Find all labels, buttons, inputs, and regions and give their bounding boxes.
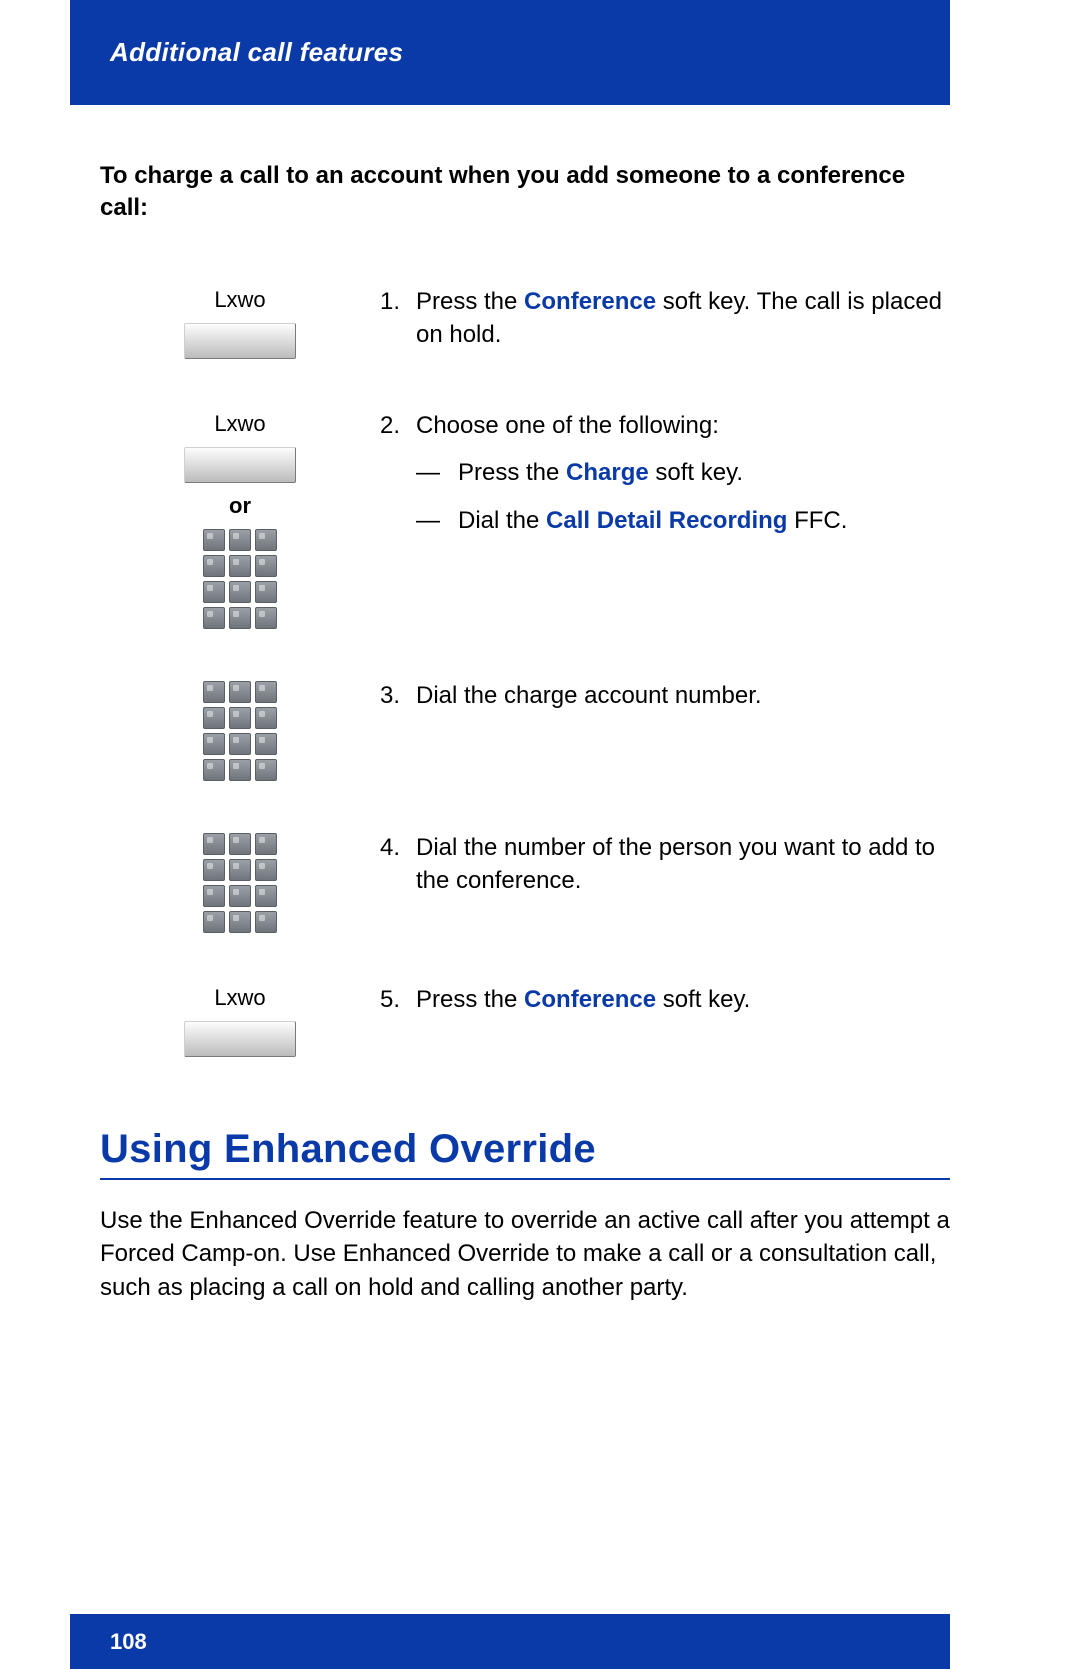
- step-subitem: — Press the Charge soft key.: [416, 456, 950, 490]
- softkey-icon: [184, 323, 296, 359]
- keypad-icon: [203, 681, 277, 781]
- step-number: 5.: [380, 983, 416, 1017]
- page-header-title: Additional call features: [110, 37, 403, 68]
- dash: —: [416, 456, 458, 490]
- step-text: 4. Dial the number of the person you wan…: [380, 831, 950, 898]
- step-icon: Lxwo: [100, 285, 380, 359]
- step-post: soft key.: [656, 986, 750, 1013]
- step-icon: [100, 679, 380, 781]
- sub-keyword: Call Detail Recording: [546, 507, 787, 534]
- step-icon: Lxwo: [100, 983, 380, 1057]
- section-body: Use the Enhanced Override feature to ove…: [100, 1204, 950, 1305]
- step-pre: Choose one of the following:: [416, 409, 950, 443]
- page-header: Additional call features: [70, 0, 950, 105]
- sub-pre: Dial the: [458, 507, 546, 534]
- softkey-label: Lxwo: [214, 411, 265, 437]
- step-text: 1. Press the Conference soft key. The ca…: [380, 285, 950, 352]
- step-row: Lxwo 1. Press the Conference soft key. T…: [100, 285, 950, 359]
- step-text: 3. Dial the charge account number.: [380, 679, 950, 713]
- step-sublist: — Press the Charge soft key. — Dial the …: [416, 456, 950, 537]
- step-pre: Press the: [416, 986, 524, 1013]
- step-pre: Press the: [416, 288, 524, 315]
- page-number: 108: [110, 1629, 147, 1655]
- step-pre: Dial the number of the person you want t…: [416, 831, 950, 898]
- step-number: 1.: [380, 285, 416, 352]
- page-footer: 108: [70, 1614, 950, 1669]
- step-row: Lxwo or 2. Choose one of the following:: [100, 409, 950, 629]
- step-icon: [100, 831, 380, 933]
- step-text: 5. Press the Conference soft key.: [380, 983, 950, 1017]
- sub-keyword: Charge: [566, 459, 649, 486]
- step-number: 3.: [380, 679, 416, 713]
- step-keyword: Conference: [524, 288, 656, 315]
- softkey-icon: [184, 1021, 296, 1057]
- softkey-label: Lxwo: [214, 287, 265, 313]
- keypad-icon: [203, 833, 277, 933]
- softkey-icon: [184, 447, 296, 483]
- keypad-icon: [203, 529, 277, 629]
- step-number: 2.: [380, 409, 416, 443]
- step-number: 4.: [380, 831, 416, 898]
- step-row: 4. Dial the number of the person you wan…: [100, 831, 950, 933]
- step-row: 3. Dial the charge account number.: [100, 679, 950, 781]
- dash: —: [416, 504, 458, 538]
- step-text: 2. Choose one of the following: — Press …: [380, 409, 950, 538]
- step-pre: Dial the charge account number.: [416, 679, 950, 713]
- step-icon: Lxwo or: [100, 409, 380, 629]
- step-list: Lxwo 1. Press the Conference soft key. T…: [100, 285, 950, 1057]
- step-keyword: Conference: [524, 986, 656, 1013]
- intro-text: To charge a call to an account when you …: [100, 160, 950, 225]
- step-subitem: — Dial the Call Detail Recording FFC.: [416, 504, 950, 538]
- or-label: or: [229, 493, 251, 519]
- document-page: Additional call features To charge a cal…: [0, 0, 1080, 1669]
- section-heading: Using Enhanced Override: [100, 1127, 950, 1180]
- softkey-label: Lxwo: [214, 985, 265, 1011]
- sub-pre: Press the: [458, 459, 566, 486]
- page-content: To charge a call to an account when you …: [100, 160, 950, 1305]
- sub-post: soft key.: [649, 459, 743, 486]
- sub-post: FFC.: [787, 507, 847, 534]
- step-row: Lxwo 5. Press the Conference soft key.: [100, 983, 950, 1057]
